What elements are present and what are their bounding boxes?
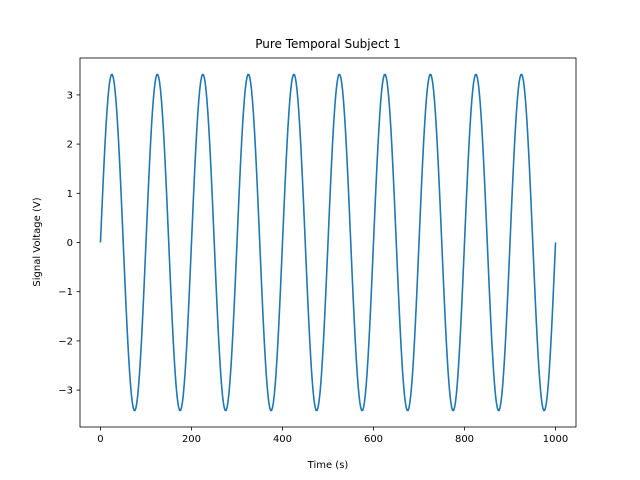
y-tick-label: 2	[67, 140, 73, 151]
x-axis-ticks: 0 200 400 600 800 1000	[97, 427, 568, 445]
x-tick-label: 0	[97, 434, 103, 445]
x-axis-label: Time (s)	[307, 460, 349, 471]
x-tick-label: 400	[273, 434, 292, 445]
series-line-1	[99, 73, 557, 412]
chart-title: Pure Temporal Subject 1	[255, 37, 401, 51]
y-tick-label: −2	[58, 336, 73, 347]
x-tick-label: 1000	[543, 434, 568, 445]
x-tick-label: 200	[182, 434, 201, 445]
x-tick-label: 800	[455, 434, 474, 445]
x-tick-label: 600	[364, 434, 383, 445]
y-tick-label: 1	[67, 189, 73, 200]
y-tick-label: −1	[58, 287, 73, 298]
y-axis-label: Signal Voltage (V)	[32, 197, 43, 286]
y-axis-ticks: −3 −2 −1 0 1 2 3	[58, 90, 80, 397]
y-tick-label: −3	[58, 386, 73, 397]
y-tick-label: 0	[67, 238, 73, 249]
y-tick-label: 3	[67, 90, 73, 101]
